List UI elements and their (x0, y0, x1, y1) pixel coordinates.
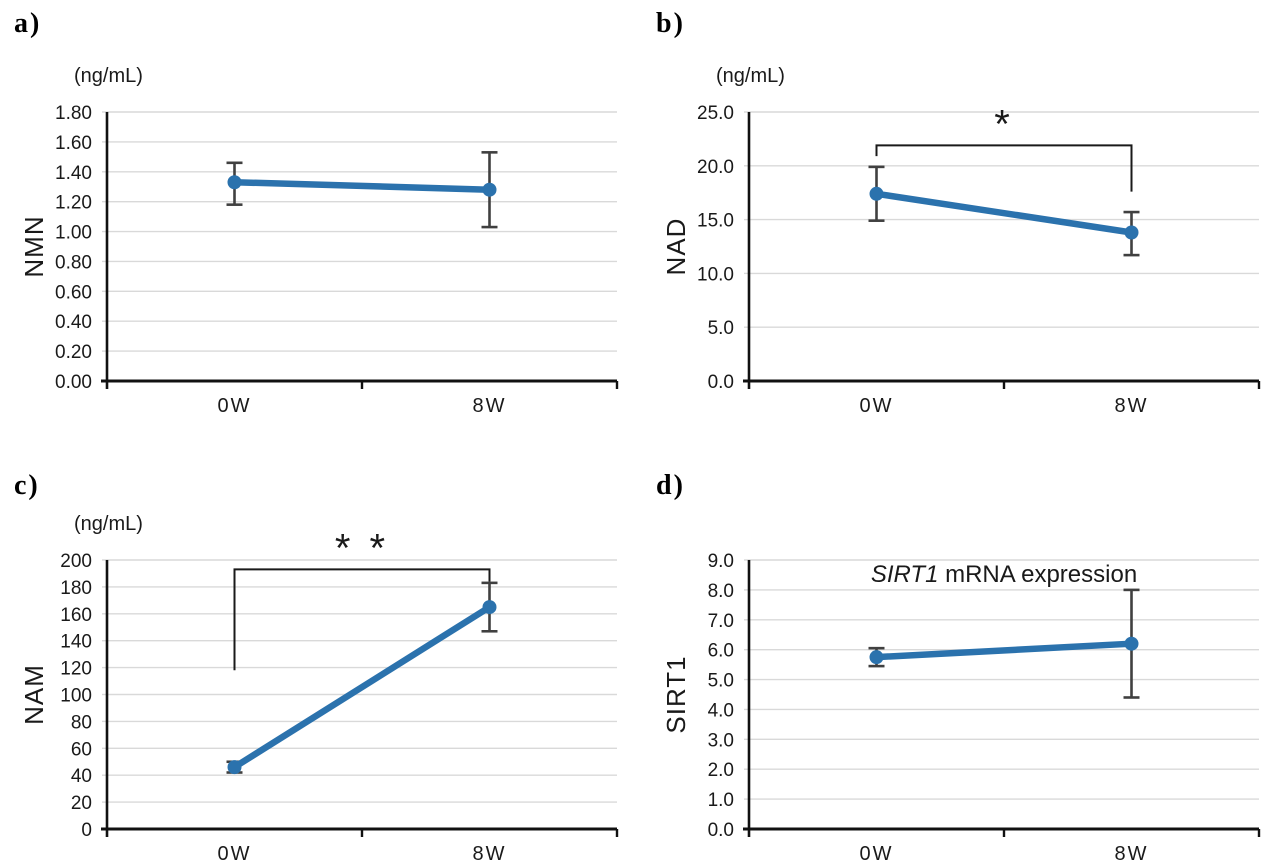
chart-nad: 0.0 5.0 10.0 15.0 20.0 25.0 * 0W 8W (ng/mL) NAD (661, 65, 1261, 417)
data-line (873, 640, 1135, 661)
data-line (873, 190, 1135, 236)
y-tick-label: 120 (60, 659, 92, 680)
data-point-marker (227, 175, 242, 190)
y-tick-label: 1.0 (708, 790, 734, 811)
y-tick-label: 80 (71, 712, 92, 733)
y-tick-label: 25.0 (697, 103, 734, 124)
data-line (231, 603, 493, 771)
panel-label-d: d) (656, 470, 685, 501)
y-tick-label: 60 (71, 739, 92, 760)
data-point-marker (482, 182, 497, 197)
y-tick-label: 8.0 (708, 581, 734, 602)
y-tick-label: 20.0 (697, 157, 734, 178)
y-axis-title: NAM (19, 664, 49, 725)
x-tick-label: 8W (1115, 843, 1149, 865)
y-tick-label: 0.0 (708, 820, 734, 841)
unit-label: (ng/mL) (74, 513, 143, 535)
chart-title: SIRT1 mRNA expression (871, 561, 1137, 588)
y-tick-label: 15.0 (697, 211, 734, 232)
y-tick-label: 0.60 (55, 282, 92, 303)
y-tick-label: 1.80 (55, 103, 92, 124)
x-tick-label: 8W (473, 843, 507, 865)
x-tick-label: 8W (473, 395, 507, 417)
significance-bracket (233, 568, 491, 671)
y-tick-label: 0.0 (708, 372, 734, 393)
panel-c: c) 0 20 40 60 80 100 120 140 160 180 200 * * 0W 8W (ng… (0, 434, 642, 868)
y-tick-label: 3.0 (708, 730, 734, 751)
y-axis-title: NMN (19, 215, 49, 277)
y-tick-label: 160 (60, 605, 92, 626)
y-tick-label: 0.00 (55, 372, 92, 393)
panel-label-a: a) (14, 8, 42, 39)
y-tick-label: 0.80 (55, 252, 92, 273)
chart-nmn: 0.00 0.20 0.40 0.60 0.80 1.00 1.20 1.40 1.60 1.80… (19, 65, 619, 417)
y-tick-label: 9.0 (708, 551, 734, 572)
significance-stars: * (994, 102, 1014, 146)
x-tick-label: 0W (860, 843, 894, 865)
x-tick-label: 0W (218, 395, 252, 417)
x-tick-label: 8W (1115, 395, 1149, 417)
y-tick-label: 7.0 (708, 611, 734, 632)
y-tick-label: 100 (60, 686, 92, 707)
y-tick-label: 0.20 (55, 342, 92, 363)
data-line (231, 178, 493, 193)
y-tick-label: 4.0 (708, 700, 734, 721)
data-point-marker (227, 760, 242, 775)
y-tick-label: 1.40 (55, 163, 92, 184)
y-tick-label: 2.0 (708, 760, 734, 781)
panel-d: d) 0.0 1.0 2.0 3.0 4.0 5.0 6.0 7.0 8.0 9.0 0W 8W SIR… (642, 434, 1284, 868)
y-tick-label: 180 (60, 578, 92, 599)
y-axis-title: NAD (661, 218, 691, 276)
panel-label-c: c) (14, 470, 40, 501)
data-point-marker (1124, 225, 1139, 240)
unit-label: (ng/mL) (74, 65, 143, 87)
y-tick-label: 1.60 (55, 133, 92, 154)
data-point-marker (869, 186, 884, 201)
significance-stars: * * (335, 526, 389, 570)
panel-a: a) 0.00 0.20 0.40 0.60 0.80 1.00 1.20 1.40 1.60 1… (0, 0, 642, 434)
data-point-marker (482, 600, 497, 615)
chart-nam: 0 20 40 60 80 100 120 140 160 180 200 * * 0W 8W (ng/mL… (19, 513, 619, 865)
unit-label: (ng/mL) (716, 65, 785, 87)
y-tick-label: 0.40 (55, 312, 92, 333)
y-tick-label: 5.0 (708, 671, 734, 692)
y-tick-label: 200 (60, 551, 92, 572)
y-tick-label: 40 (71, 766, 92, 787)
y-tick-label: 1.00 (55, 223, 92, 244)
panel-label-b: b) (656, 8, 685, 39)
y-axis-title: SIRT1 (661, 655, 691, 733)
chart-sirt1: 0.0 1.0 2.0 3.0 4.0 5.0 6.0 7.0 8.0 9.0 0W 8W SIRT1 S… (661, 551, 1261, 865)
x-tick-label: 0W (860, 395, 894, 417)
data-point-marker (869, 650, 884, 665)
data-point-marker (1124, 636, 1139, 651)
y-tick-label: 140 (60, 632, 92, 653)
x-tick-label: 0W (218, 843, 252, 865)
y-tick-label: 5.0 (708, 318, 734, 339)
panel-b: b) 0.0 5.0 10.0 15.0 20.0 25.0 * 0W 8W (ng/mL) NAD (642, 0, 1284, 434)
y-tick-label: 6.0 (708, 641, 734, 662)
y-tick-label: 10.0 (697, 264, 734, 285)
significance-bracket (875, 144, 1133, 192)
y-tick-label: 0 (81, 820, 92, 841)
y-tick-label: 20 (71, 793, 92, 814)
y-tick-label: 1.20 (55, 193, 92, 214)
